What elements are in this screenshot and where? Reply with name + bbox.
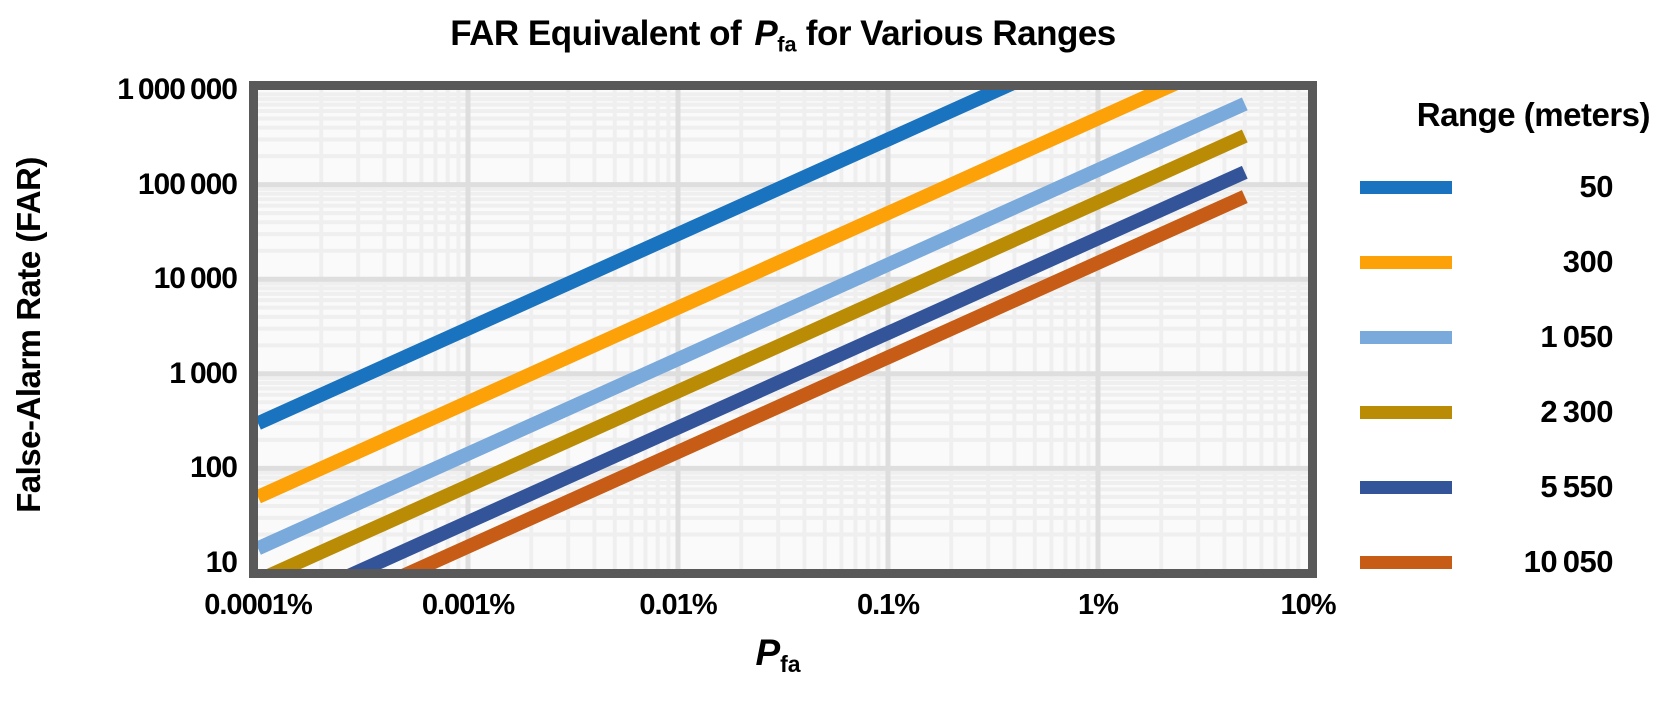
plot-area [249, 81, 1317, 578]
series-line-50 [258, 90, 1015, 430]
x-tick-label: 10% [1280, 589, 1336, 621]
x-axis-pfa-symbol: P [755, 632, 781, 673]
y-tick-label: 100 000 [137, 167, 238, 201]
legend-title: Range (meters) [1416, 96, 1651, 133]
x-tick-label: 0.001% [421, 589, 515, 621]
series-line-2300 [266, 129, 1248, 569]
legend-swatch-2300 [1360, 406, 1452, 419]
series-line-1050 [258, 97, 1248, 555]
x-tick-label: 1% [1078, 589, 1119, 621]
legend-label-5550: 5 550 [1540, 469, 1613, 504]
legend-label-2300: 2 300 [1540, 394, 1613, 429]
chart-title: FAR Equivalent of Pfa for Various Ranges [250, 14, 1316, 58]
series-line-10050 [401, 190, 1248, 569]
chart-title-pfa-symbol: P [754, 14, 778, 53]
legend-swatch-5550 [1360, 481, 1452, 494]
x-axis-pfa-subscript: fa [780, 650, 801, 677]
series-line-300 [258, 90, 1179, 504]
y-tick-label: 1 000 000 [117, 73, 238, 106]
y-tick-label: 100 [189, 451, 238, 485]
legend-label-1050: 1 050 [1540, 319, 1613, 354]
x-axis-title: Pfa [678, 632, 878, 678]
y-tick-label: 10 000 [153, 262, 238, 296]
chart-title-text: FAR Equivalent of [450, 14, 751, 53]
chart-title-text-suffix: for Various Ranges [796, 14, 1117, 53]
legend-swatch-10050 [1360, 556, 1452, 569]
y-tick-label: 10 [205, 546, 238, 579]
legend-label-50: 50 [1579, 169, 1614, 204]
legend-swatch-300 [1360, 256, 1452, 269]
series-line-5550 [347, 165, 1248, 569]
legend-swatch-1050 [1360, 331, 1452, 344]
x-tick-label: 0.0001% [204, 589, 313, 621]
legend-swatch-50 [1360, 181, 1452, 194]
legend-label-10050: 10 050 [1523, 544, 1614, 579]
x-tick-label: 0.01% [639, 589, 717, 621]
legend-label-300: 300 [1562, 244, 1614, 279]
series-lines [258, 90, 1248, 569]
y-tick-label: 1 000 [169, 356, 238, 390]
chart-title-pfa-subscript: fa [777, 31, 797, 57]
x-tick-label: 0.1% [856, 589, 920, 621]
